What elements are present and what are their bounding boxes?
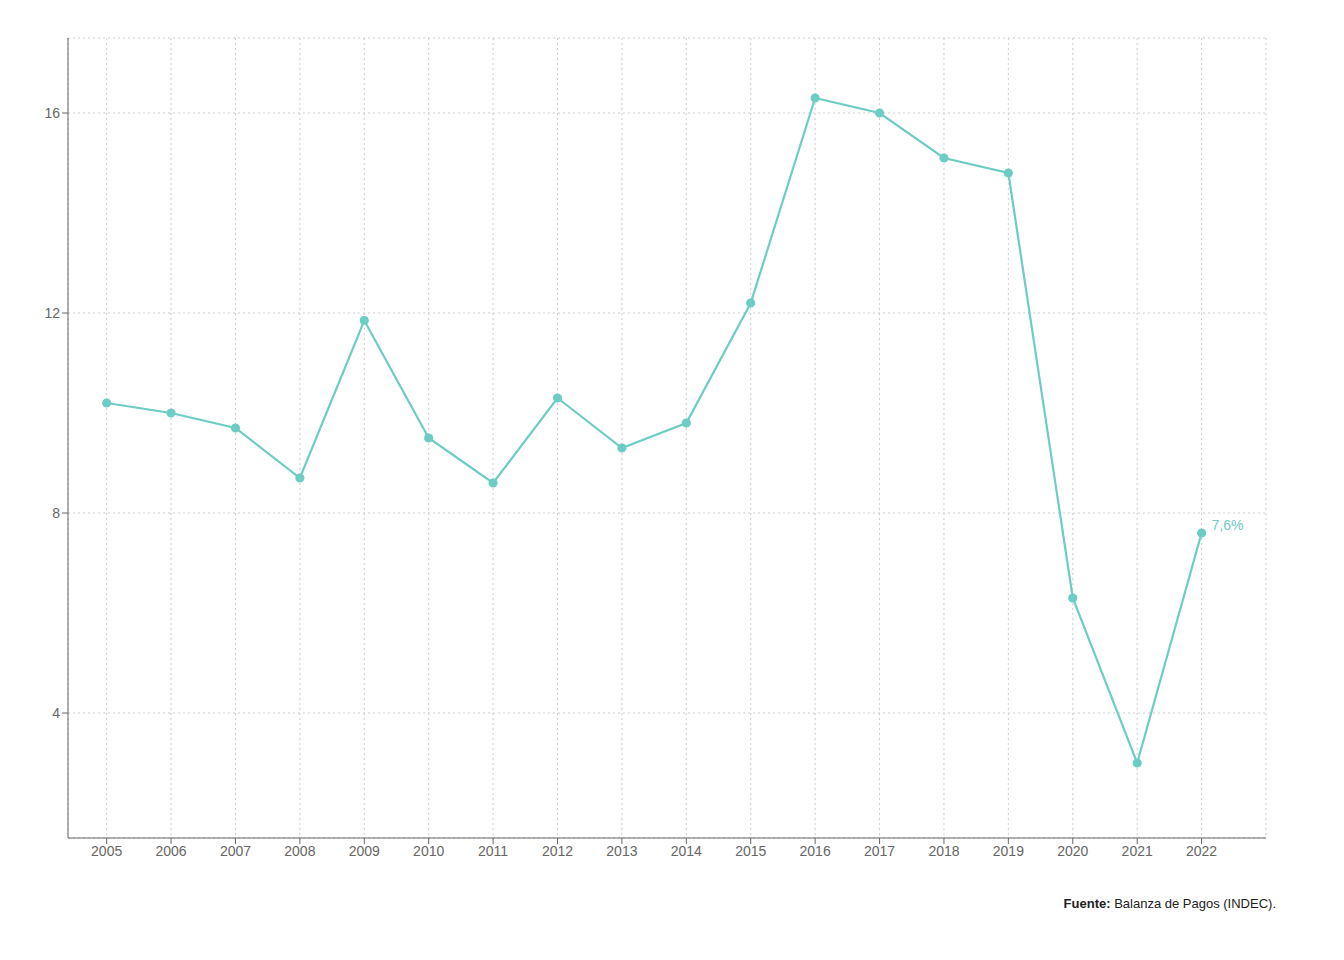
svg-text:2017: 2017 [864, 843, 895, 859]
svg-text:7,6%: 7,6% [1212, 517, 1244, 533]
svg-text:2010: 2010 [413, 843, 444, 859]
svg-text:2022: 2022 [1186, 843, 1217, 859]
svg-text:2013: 2013 [606, 843, 637, 859]
svg-text:2012: 2012 [542, 843, 573, 859]
svg-text:2008: 2008 [284, 843, 315, 859]
svg-text:2009: 2009 [349, 843, 380, 859]
svg-text:2021: 2021 [1122, 843, 1153, 859]
svg-text:2020: 2020 [1057, 843, 1088, 859]
svg-text:2018: 2018 [928, 843, 959, 859]
svg-text:2014: 2014 [671, 843, 702, 859]
svg-text:2019: 2019 [993, 843, 1024, 859]
svg-text:2015: 2015 [735, 843, 766, 859]
svg-text:2011: 2011 [478, 843, 508, 859]
svg-text:4: 4 [52, 705, 60, 721]
svg-text:2005: 2005 [91, 843, 122, 859]
svg-text:8: 8 [52, 505, 60, 521]
svg-text:12: 12 [44, 305, 60, 321]
svg-text:2007: 2007 [220, 843, 251, 859]
html-text:Fuente: Balanza de Pagos (INDE: Fuente: Balanza de Pagos (INDEC). [1063, 896, 1276, 911]
svg-text:2016: 2016 [800, 843, 831, 859]
svg-text:16: 16 [44, 105, 60, 121]
svg-text:2006: 2006 [155, 843, 186, 859]
